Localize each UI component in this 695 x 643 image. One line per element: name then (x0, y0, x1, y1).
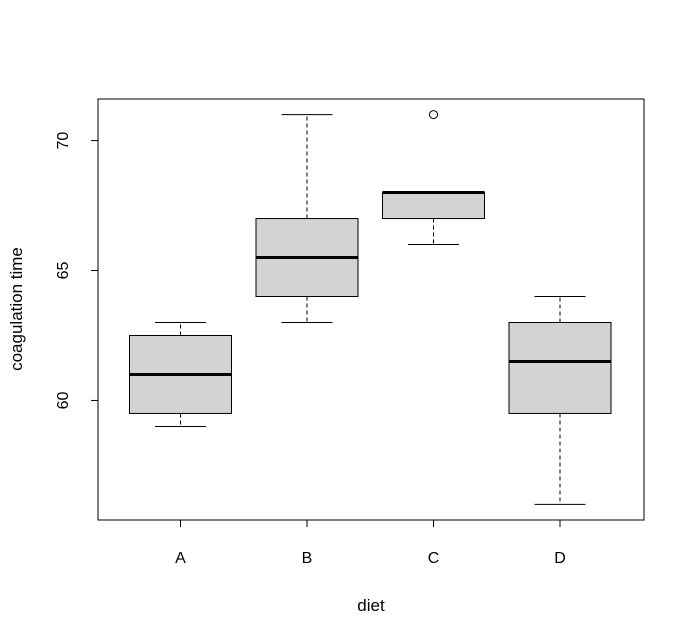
iqr-box-C (382, 192, 485, 220)
y-tick-label-70: 70 (55, 132, 72, 150)
box-D (508, 296, 612, 505)
x-axis: A B C D (175, 519, 566, 567)
y-axis: 60 65 70 (55, 132, 99, 409)
iqr-box-D (508, 321, 612, 414)
y-axis-title: coagulation time (7, 247, 26, 371)
x-tick-label-B: B (302, 550, 313, 567)
x-tick-label-A: A (175, 550, 186, 567)
x-tick-label-C: C (428, 550, 440, 567)
x-axis-title: diet (357, 596, 385, 615)
x-tick-label-D: D (554, 550, 566, 567)
plot-frame (97, 98, 645, 521)
box-C (382, 110, 485, 246)
box-B (255, 114, 359, 323)
y-tick-label-65: 65 (55, 262, 72, 280)
y-tick-label-60: 60 (55, 391, 72, 409)
box-A (129, 321, 232, 427)
boxes-layer (129, 110, 612, 505)
outlier-point-C-0 (429, 110, 438, 120)
